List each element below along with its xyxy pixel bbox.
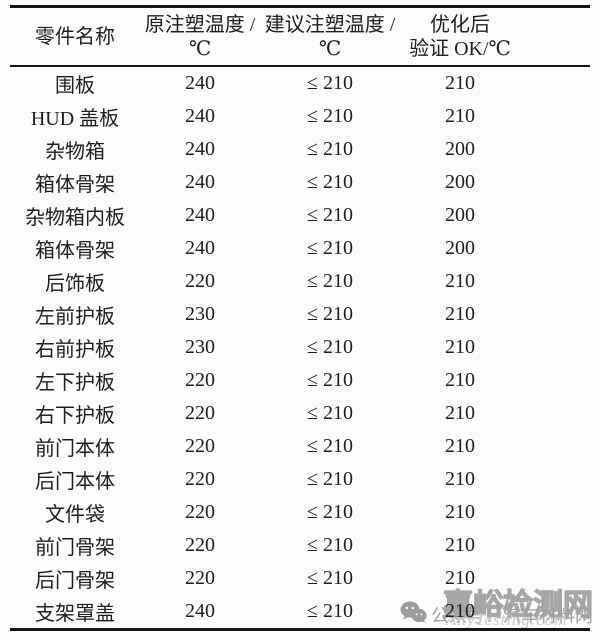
cell-verified-temp: 200 [445,138,475,160]
table-row: 围板 240 ≤ 210 210 [10,66,590,100]
cell-original-temp: 220 [185,369,215,391]
table-row: 后门骨架 220 ≤ 210 210 [10,562,590,595]
cell-part-name: 杂物箱 [45,141,105,163]
cell-part-name: 后门骨架 [35,570,115,592]
cell-suggested-temp: ≤ 210 [307,369,353,391]
table-row: 文件袋 220 ≤ 210 210 [10,496,590,529]
cell-suggested-temp: ≤ 210 [260,595,400,631]
cell-part-name: 杂物箱内板 [25,207,125,229]
cell-suggested-temp: ≤ 210 [307,501,353,523]
cell-part-name: 围板 [55,75,95,97]
cell-original-temp: 220 [185,567,215,589]
cell-part-name: 文件袋 [45,504,105,526]
cell-suggested-temp: ≤ 210 [307,204,353,226]
cell-verified-temp: 210 [445,336,475,358]
table-row: 前门骨架 220 ≤ 210 210 [10,529,590,562]
cell-verified-temp: 210 [445,303,475,325]
header-verified-line1: 优化后 [430,13,490,36]
table-row: 后门本体 220 ≤ 210 210 [10,463,590,496]
header-suggested-temp: 建议注塑温度 /℃ [260,5,400,67]
cell-original-temp: 240 [140,595,260,631]
cell-verified-temp: 210 [445,270,475,292]
table-row: HUD 盖板 240 ≤ 210 210 [10,100,590,133]
header-row: 零件名称 原注塑温度 /℃ 建议注塑温度 /℃ 优化后 验证 OK/℃ [10,5,590,67]
cell-part-name: 左前护板 [35,306,115,328]
cell-suggested-temp: ≤ 210 [307,534,353,556]
header-original-temp: 原注塑温度 /℃ [140,5,260,67]
cell-suggested-temp: ≤ 210 [307,72,353,94]
cell-verified-temp: 210 [445,534,475,556]
cell-part-name: 右前护板 [35,339,115,361]
cell-part-name: 支架罩盖 [10,595,140,631]
cell-suggested-temp: ≤ 210 [307,402,353,424]
header-verified-line2: 验证 OK/℃ [409,37,511,60]
table-row: 前门本体 220 ≤ 210 210 [10,430,590,463]
cell-verified-temp: 210 [445,369,475,391]
table-row: 右下护板 220 ≤ 210 210 [10,397,590,430]
table-row: 右前护板 230 ≤ 210 210 [10,331,590,364]
cell-suggested-temp: ≤ 210 [307,138,353,160]
cell-verified-temp: 210 [445,567,475,589]
cell-original-temp: 240 [185,138,215,160]
cell-verified-temp: 210 [445,72,475,94]
cell-original-temp: 240 [185,72,215,94]
cell-suggested-temp: ≤ 210 [307,468,353,490]
table-row: 左前护板 230 ≤ 210 210 [10,298,590,331]
cell-part-name: 后饰板 [45,273,105,295]
cell-part-name: 左下护板 [35,372,115,394]
cell-original-temp: 240 [185,204,215,226]
cell-original-temp: 220 [185,435,215,457]
cell-part-name: 箱体骨架 [35,174,115,196]
table-row: 杂物箱内板 240 ≤ 210 200 [10,199,590,232]
cell-original-temp: 220 [185,270,215,292]
table-row: 支架罩盖 240 ≤ 210 210 [10,595,590,631]
cell-part-name: 箱体骨架 [35,240,115,262]
cell-suggested-temp: ≤ 210 [307,336,353,358]
cell-suggested-temp: ≤ 210 [307,303,353,325]
table-row: 杂物箱 240 ≤ 210 200 [10,133,590,166]
cell-verified-temp: 210 [445,435,475,457]
table-row: 左下护板 220 ≤ 210 210 [10,364,590,397]
cell-original-temp: 220 [185,402,215,424]
cell-original-temp: 220 [185,468,215,490]
table-row: 箱体骨架 240 ≤ 210 200 [10,166,590,199]
cell-part-name: HUD 盖板 [30,108,120,130]
cell-original-temp: 230 [185,303,215,325]
cell-verified-temp: 200 [445,204,475,226]
injection-temperature-table: 零件名称 原注塑温度 /℃ 建议注塑温度 /℃ 优化后 验证 OK/℃ 围板 2… [10,5,590,631]
header-verified-temp: 优化后 验证 OK/℃ [400,5,590,67]
header-part-name: 零件名称 [10,5,140,67]
table-row: 箱体骨架 240 ≤ 210 200 [10,232,590,265]
cell-original-temp: 220 [185,534,215,556]
cell-verified-temp: 210 [445,501,475,523]
cell-part-name: 前门骨架 [35,537,115,559]
cell-part-name: 后门本体 [35,471,115,493]
table-row: 后饰板 220 ≤ 210 210 [10,265,590,298]
cell-part-name: 右下护板 [35,405,115,427]
cell-original-temp: 240 [185,171,215,193]
cell-suggested-temp: ≤ 210 [307,171,353,193]
cell-suggested-temp: ≤ 210 [307,105,353,127]
cell-verified-temp: 210 [400,595,590,631]
cell-original-temp: 240 [185,237,215,259]
table-body: 围板 240 ≤ 210 210 HUD 盖板 240 ≤ 210 210 杂物… [10,66,590,631]
cell-verified-temp: 210 [445,468,475,490]
cell-verified-temp: 210 [445,402,475,424]
cell-verified-temp: 210 [445,105,475,127]
cell-suggested-temp: ≤ 210 [307,237,353,259]
cell-part-name: 前门本体 [35,438,115,460]
cell-original-temp: 230 [185,336,215,358]
cell-original-temp: 220 [185,501,215,523]
cell-suggested-temp: ≤ 210 [307,270,353,292]
cell-suggested-temp: ≤ 210 [307,435,353,457]
cell-original-temp: 240 [185,105,215,127]
cell-verified-temp: 200 [445,237,475,259]
cell-suggested-temp: ≤ 210 [307,567,353,589]
cell-verified-temp: 200 [445,171,475,193]
